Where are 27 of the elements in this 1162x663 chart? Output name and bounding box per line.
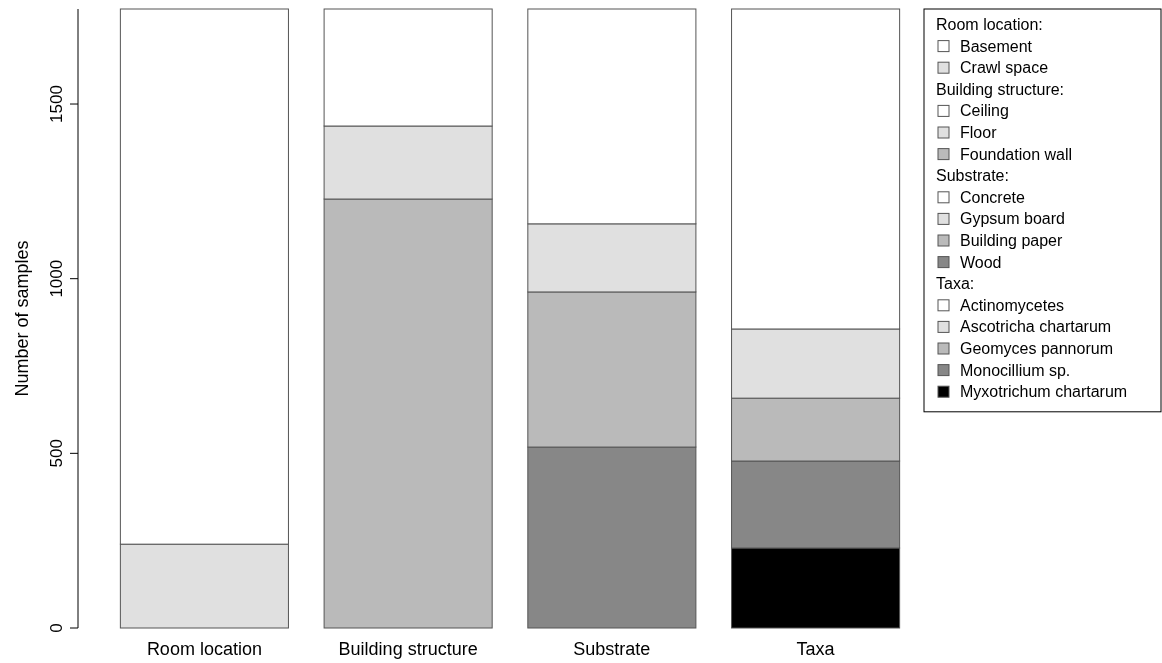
x-tick-label: Building structure xyxy=(338,639,478,659)
legend-label: Concrete xyxy=(960,188,1026,206)
y-tick-label: 500 xyxy=(47,439,66,468)
legend-label: Myxotrichum chartarum xyxy=(960,383,1128,401)
x-tick-label: Room location xyxy=(146,639,262,659)
y-tick-label: 0 xyxy=(47,623,66,633)
text: Substrate: xyxy=(936,167,1009,185)
legend-label: Crawl space xyxy=(960,59,1049,77)
legend-label: Monocillium sp. xyxy=(960,361,1071,379)
legend-label: Floor xyxy=(960,124,998,141)
y-axis-title: Number of samples xyxy=(12,240,32,397)
legend-label: Ceiling xyxy=(960,102,1009,120)
text: Building structure: xyxy=(936,80,1065,98)
text: Room location: xyxy=(936,16,1043,33)
legend-label: Gypsum board xyxy=(960,210,1065,228)
x-tick-label: Substrate xyxy=(573,639,651,659)
text: Taxa: xyxy=(936,275,975,293)
legend-label: Foundation wall xyxy=(960,145,1073,163)
legend-label: Ascotricha chartarum xyxy=(960,318,1112,336)
legend-label: Actinomycetes xyxy=(960,296,1065,314)
legend-label: Wood xyxy=(960,253,1002,271)
legend-label: Geomyces pannorum xyxy=(960,340,1113,357)
x-tick-label: Taxa xyxy=(796,639,836,659)
legend-label: Building paper xyxy=(960,232,1063,249)
y-tick-label: 1000 xyxy=(47,259,66,298)
legend-label: Basement xyxy=(960,37,1033,55)
y-tick-label: 1500 xyxy=(47,85,66,123)
